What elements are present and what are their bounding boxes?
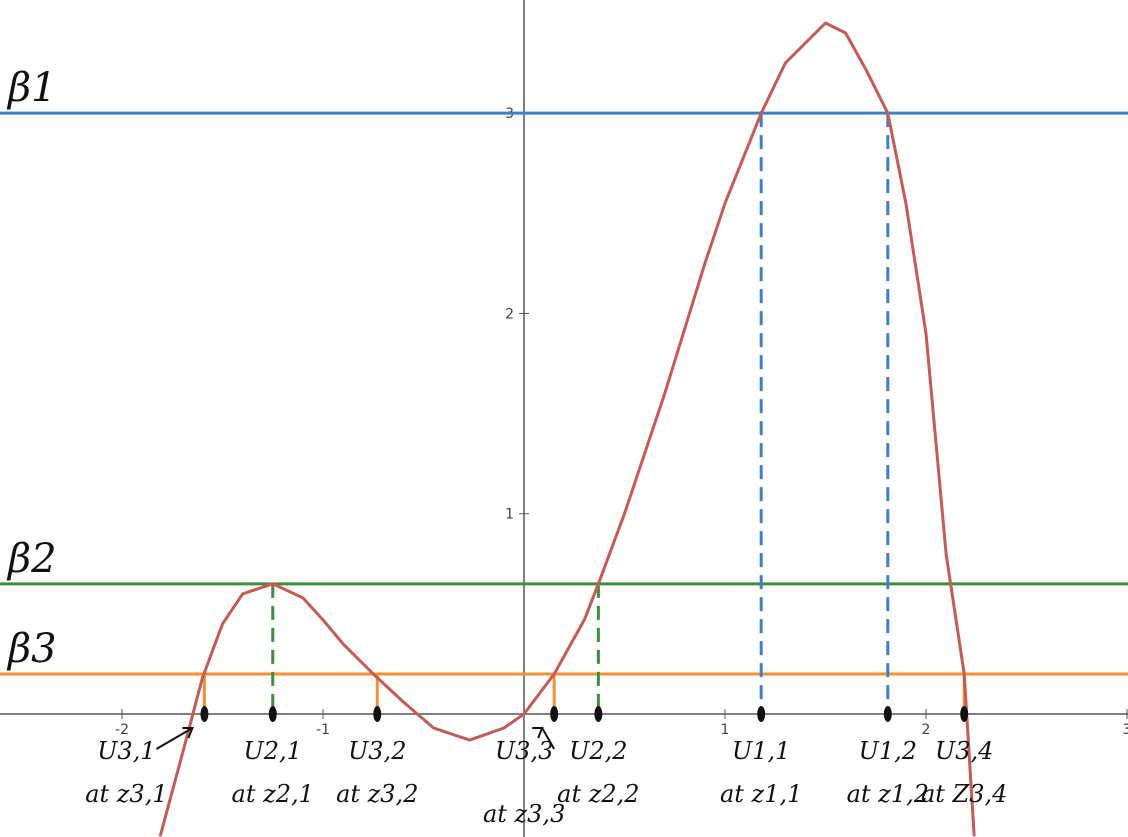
- arrow: [155, 727, 194, 750]
- point-sublabel: at z1,2: [847, 780, 929, 808]
- point-sublabel: at z1,1: [720, 780, 802, 808]
- point-sublabel: at Z3,4: [921, 780, 1007, 808]
- point-sublabel: at z2,2: [557, 780, 639, 808]
- x-tick-label: -1: [316, 722, 330, 738]
- point-label: U2,2: [569, 737, 627, 765]
- y-tick-label: 2: [505, 306, 514, 322]
- point-sublabel: at z3,1: [85, 780, 167, 808]
- root-dot: [960, 706, 969, 723]
- y-tick-label: 1: [505, 507, 514, 523]
- point-sublabel: at z3,3: [483, 800, 565, 828]
- point-label: U1,1: [732, 737, 790, 765]
- root-dot: [757, 706, 766, 723]
- root-dot: [268, 706, 277, 723]
- x-tick-label: 1: [721, 722, 730, 738]
- point-label: U3,1: [97, 737, 155, 765]
- arrow: [532, 727, 556, 750]
- level-label: β1: [6, 65, 57, 111]
- point-label: U3,3: [495, 737, 553, 765]
- x-tick-label: 2: [922, 722, 931, 738]
- point-sublabel: at z3,2: [336, 780, 418, 808]
- curve: [158, 21, 976, 837]
- point-label: U1,2: [859, 737, 917, 765]
- root-dot: [550, 706, 559, 723]
- root-dot: [883, 706, 892, 723]
- point-label: U2,1: [244, 737, 302, 765]
- root-dot: [200, 706, 209, 723]
- x-tick-label: 3: [1123, 722, 1128, 738]
- point-label: U3,4: [935, 737, 993, 765]
- root-dot: [373, 706, 382, 723]
- point-sublabel: at z2,1: [232, 780, 314, 808]
- point-label: U3,2: [348, 737, 406, 765]
- level-label: β3: [6, 626, 57, 672]
- x-tick-label: -2: [115, 722, 129, 738]
- level-label: β2: [6, 536, 57, 582]
- root-dot: [594, 706, 603, 723]
